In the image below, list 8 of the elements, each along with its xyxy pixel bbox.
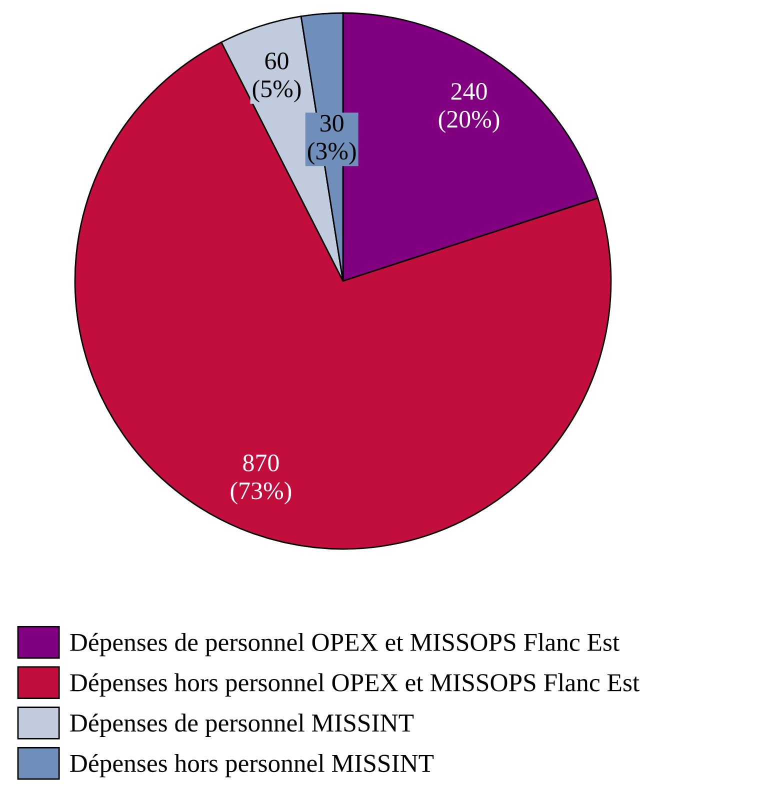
data-label: 240 (20%) (438, 82, 500, 133)
legend-label: Dépenses de personnel MISSINT (70, 714, 414, 737)
data-label: 60 (5%) (252, 52, 301, 102)
data-label: 870 (73%) (230, 454, 292, 504)
legend-label: Dépenses de personnel OPEX et MISSOPS Flanc Est (70, 632, 620, 656)
data-label: 30 (3%) (308, 114, 356, 165)
legend-label: Dépenses hors personnel MISSINT (70, 754, 434, 778)
legend-label: Dépenses hors personnel OPEX et MISSOPS Flanc Est (70, 673, 640, 697)
